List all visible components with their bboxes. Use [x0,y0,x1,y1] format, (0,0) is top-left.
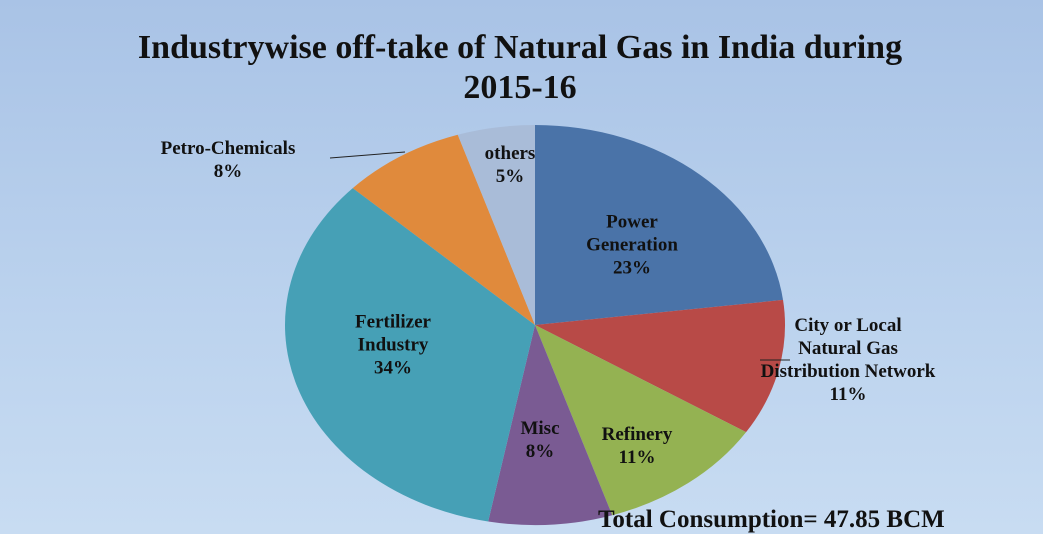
pie-slice [352,134,535,325]
value-label: 11% [829,384,867,405]
value-label: 34% [374,357,412,379]
value-label: 8% [213,161,243,182]
value-label: 5% [495,166,525,187]
slice-label: others 5% [470,142,550,188]
slice-label: Power Generation 23% [562,211,702,280]
category-label: Petro-Chemicals [160,138,296,159]
category-label: others [484,143,536,164]
slice-label: Fertilizer Industry 34% [328,311,458,380]
pie-slice [535,125,784,325]
category-label: Refinery [601,424,673,445]
pie-slice [535,325,747,516]
leader-line [329,151,406,159]
slice-label: City or Local Natural Gas Distribution N… [761,314,936,406]
pie-slice [457,125,535,325]
value-label: 23% [613,257,651,279]
value-label: 8% [525,441,555,462]
annotation: Total Consumption= 47.85 BCM [598,506,945,533]
category-label: Misc [520,418,560,439]
category-label: Fertilizer Industry [355,311,431,356]
slice-label: Refinery 11% [582,423,692,469]
category-label: Power Generation [586,211,678,256]
slice-label: Petro-Chemicals 8% [123,137,333,183]
slice-label: Misc 8% [510,417,570,463]
pie-slice [285,188,535,522]
value-label: 11% [618,447,656,468]
chart-title: Industrywise off-take of Natural Gas in … [137,29,903,106]
pie-slice [535,299,785,433]
pie-slice [488,325,613,525]
category-label: City or Local Natural Gas Distribution N… [760,315,936,382]
